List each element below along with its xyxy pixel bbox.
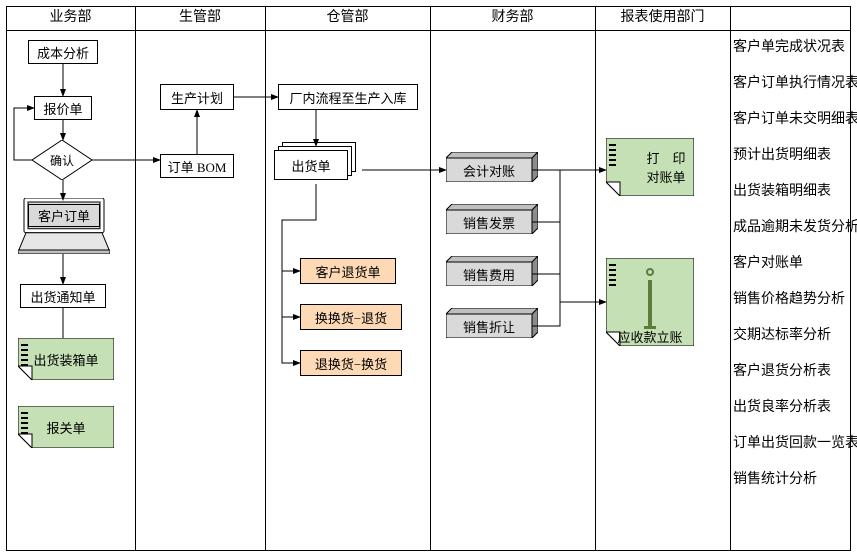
column-header: 仓管部 — [265, 6, 430, 30]
report-item: 订单出货回款一览表 — [733, 432, 857, 452]
report-item: 成品逾期未发货分析 — [733, 216, 857, 236]
node-invoice: 销售发票 — [446, 204, 538, 234]
node-packing: 出货装箱单 — [18, 338, 114, 380]
column-header: 业务部 — [6, 6, 135, 30]
report-item: 客户订单未交明细表 — [733, 108, 857, 128]
report-item: 出货装箱明细表 — [733, 180, 831, 200]
node-quote: 报价单 — [34, 96, 92, 120]
column-header: 财务部 — [430, 6, 595, 30]
report-item: 出货良率分析表 — [733, 396, 831, 416]
column-header: 生管部 — [135, 6, 265, 30]
node-print: 打 印对账单 — [606, 138, 694, 196]
node-receivable: 应收款立账 — [606, 258, 694, 346]
node-order: 客户订单 — [28, 204, 100, 227]
node-prod_plan: 生产计划 — [160, 84, 234, 110]
node-ship_notice: 出货通知单 — [20, 284, 106, 308]
report-item: 客户退货分析表 — [733, 360, 831, 380]
node-ship_order: 出货单 — [274, 142, 356, 180]
node-confirm: 确认 — [32, 140, 92, 180]
node-customs: 报关单 — [18, 406, 114, 448]
report-item: 客户对账单 — [733, 252, 803, 272]
node-return_exchange: 退换货−换货 — [300, 350, 402, 376]
node-expense: 销售费用 — [446, 256, 538, 286]
node-cost: 成本分析 — [28, 40, 98, 64]
node-cust_return: 客户退货单 — [300, 258, 396, 284]
node-acct: 会计对账 — [446, 152, 538, 182]
report-item: 客户订单执行情况表 — [733, 72, 857, 92]
column-header: 报表使用部门 — [595, 6, 730, 30]
report-item: 交期达标率分析 — [733, 324, 831, 344]
report-item: 预计出货明细表 — [733, 144, 831, 164]
node-discount: 销售折让 — [446, 308, 538, 338]
node-exchange_return: 换换货−退货 — [300, 304, 402, 330]
report-item: 销售统计分析 — [733, 468, 817, 488]
node-bom: 订单 BOM — [160, 154, 234, 178]
report-item: 客户单完成状况表 — [733, 36, 845, 56]
report-item: 销售价格趋势分析 — [733, 288, 845, 308]
node-factory: 厂内流程至生产入库 — [278, 84, 418, 110]
